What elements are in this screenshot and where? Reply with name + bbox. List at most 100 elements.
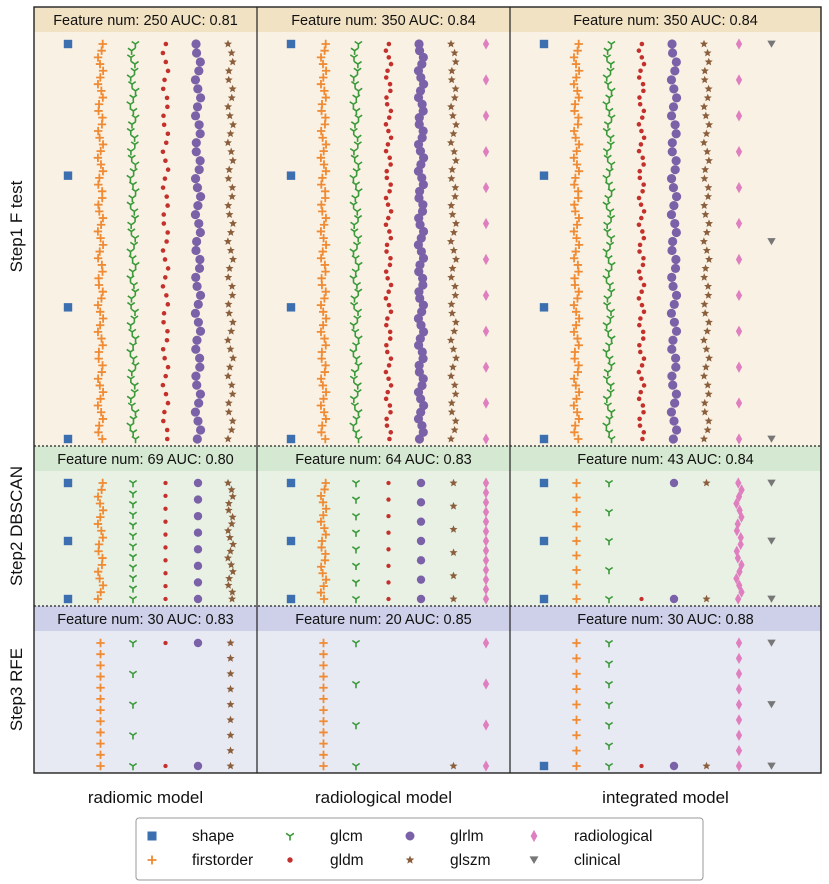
legend-label: clinical <box>574 852 621 869</box>
data-point <box>96 408 106 417</box>
data-point <box>161 311 167 316</box>
data-point <box>767 537 776 545</box>
data-point <box>571 247 580 256</box>
data-point <box>319 220 329 229</box>
data-point <box>354 40 363 49</box>
data-point <box>228 282 237 290</box>
data-point <box>224 75 233 84</box>
data-point <box>225 210 234 218</box>
data-point <box>671 156 681 166</box>
data-point <box>639 115 645 120</box>
data-point <box>449 345 458 353</box>
data-point <box>226 345 235 353</box>
data-point <box>570 200 579 209</box>
data-point <box>637 168 643 174</box>
panel-label: Feature num: 64 AUC: 0.83 <box>295 452 472 468</box>
data-point <box>414 360 424 370</box>
data-point <box>321 575 331 584</box>
data-point <box>351 181 361 189</box>
data-point <box>669 416 679 426</box>
data-point <box>130 388 139 397</box>
data-point <box>539 761 549 771</box>
data-point <box>194 398 204 408</box>
data-point <box>702 345 711 353</box>
data-point <box>352 168 361 176</box>
data-point <box>95 133 104 142</box>
data-point <box>603 221 612 229</box>
data-point <box>354 335 363 343</box>
data-point <box>350 80 360 89</box>
data-point <box>193 638 203 648</box>
data-point <box>447 102 456 111</box>
data-point <box>447 201 456 209</box>
data-point <box>704 156 713 165</box>
data-point <box>640 155 645 161</box>
data-point <box>603 121 613 129</box>
data-point <box>638 316 643 321</box>
data-point <box>704 416 713 425</box>
data-point <box>354 114 363 122</box>
data-point <box>482 146 490 158</box>
data-point <box>482 544 490 557</box>
data-point <box>482 719 490 731</box>
data-point <box>98 267 107 276</box>
data-point <box>194 263 205 274</box>
data-point <box>321 240 331 250</box>
data-point <box>452 354 461 362</box>
panel-background <box>510 7 821 446</box>
data-point <box>734 593 742 605</box>
data-point <box>352 415 361 424</box>
panel-background <box>510 606 821 773</box>
data-point <box>321 140 331 149</box>
data-point <box>321 341 330 350</box>
data-point <box>607 435 616 444</box>
data-point <box>671 254 681 265</box>
data-point <box>191 371 201 381</box>
data-point <box>162 355 167 361</box>
data-point <box>451 183 460 192</box>
data-point <box>572 594 581 604</box>
data-point <box>539 478 549 488</box>
data-point <box>607 335 616 343</box>
data-point <box>413 340 424 350</box>
data-point <box>572 638 581 648</box>
data-point <box>447 434 456 443</box>
data-point <box>224 434 233 443</box>
data-point <box>126 301 136 310</box>
data-point <box>126 101 135 109</box>
data-point <box>193 200 203 211</box>
data-point <box>383 296 389 301</box>
data-point <box>126 201 135 209</box>
data-point <box>388 182 393 187</box>
data-point <box>128 479 138 488</box>
data-point <box>165 266 171 271</box>
plot-frame <box>33 6 822 774</box>
data-point <box>539 536 549 546</box>
data-point <box>737 538 744 551</box>
data-point <box>604 537 614 546</box>
data-point <box>228 192 237 201</box>
data-point <box>386 497 391 502</box>
data-point <box>95 247 104 256</box>
data-point <box>671 290 682 300</box>
data-point <box>164 239 169 244</box>
data-point <box>735 477 742 489</box>
data-point <box>130 141 139 149</box>
data-point <box>224 398 233 407</box>
data-point <box>316 300 326 310</box>
data-point <box>703 327 712 335</box>
data-point <box>733 525 741 537</box>
data-point <box>604 680 614 689</box>
data-point <box>704 282 713 290</box>
data-point <box>93 594 103 604</box>
data-point <box>321 39 330 49</box>
data-point <box>451 416 460 425</box>
data-point <box>482 525 490 538</box>
data-point <box>191 245 201 256</box>
data-point <box>321 478 330 488</box>
data-point <box>319 661 328 670</box>
data-point <box>228 594 237 603</box>
data-point <box>572 408 582 417</box>
data-point <box>450 93 459 102</box>
data-point <box>702 228 711 236</box>
